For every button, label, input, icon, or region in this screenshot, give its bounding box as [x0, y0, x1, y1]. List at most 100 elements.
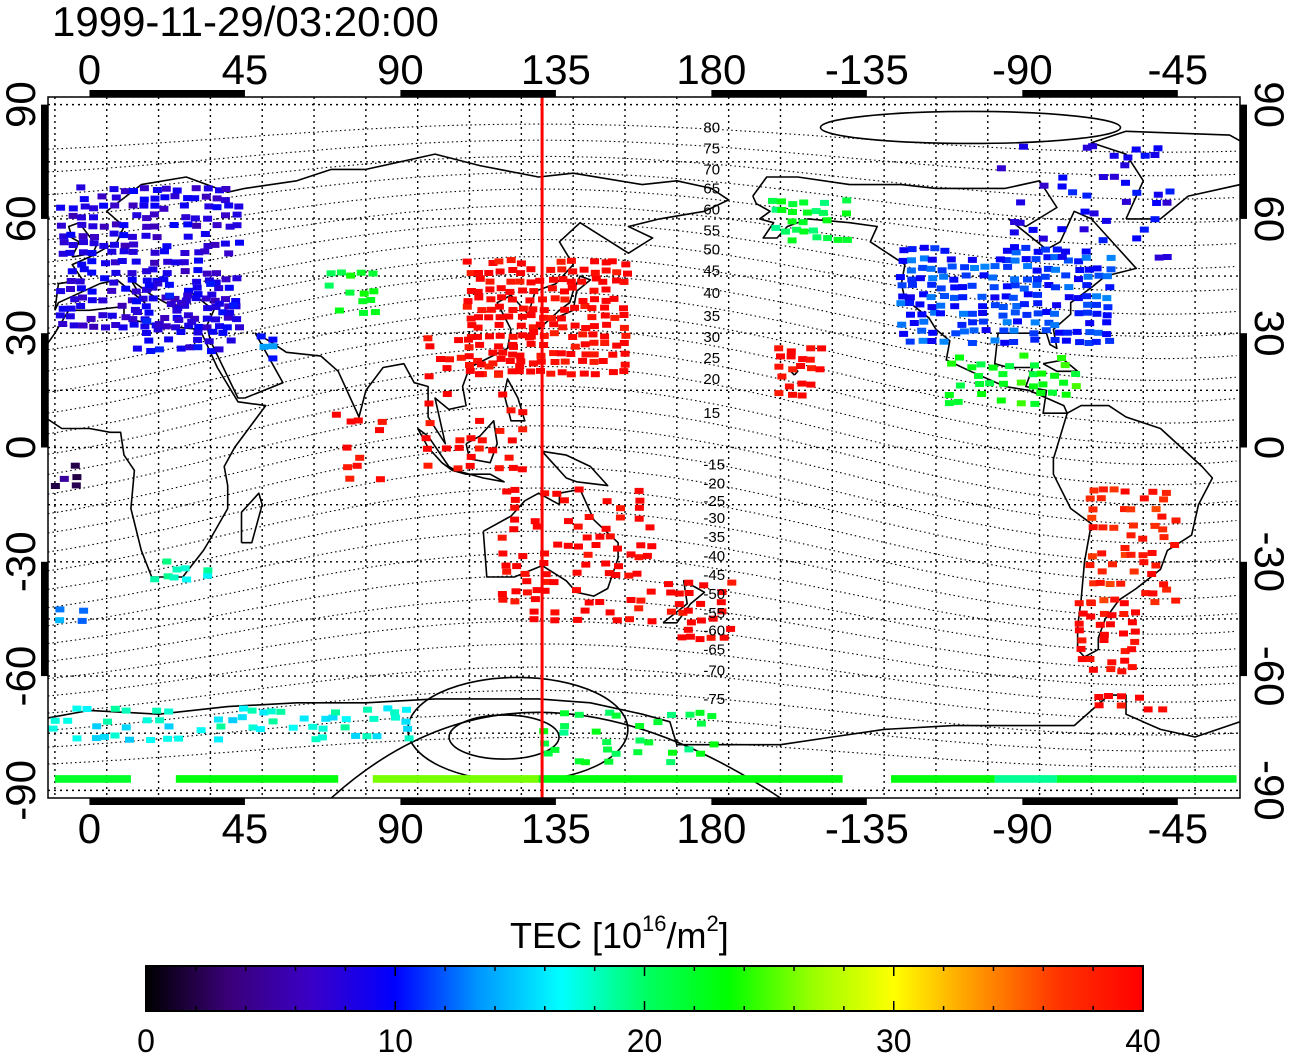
tec-point	[171, 259, 181, 266]
tec-point	[366, 297, 376, 303]
tec-point	[1037, 370, 1047, 377]
tec-point	[777, 198, 786, 205]
contour-line	[48, 346, 1237, 445]
tec-point	[368, 270, 378, 277]
tec-point	[1126, 551, 1136, 558]
tec-point	[391, 714, 400, 721]
tec-point	[1109, 173, 1119, 180]
tec-point	[89, 214, 98, 221]
tec-point	[1109, 524, 1119, 531]
tec-point	[225, 223, 235, 230]
tec-point	[107, 287, 117, 294]
tec-point	[473, 324, 483, 331]
frame-bar-bottom	[711, 798, 867, 805]
tec-point	[1086, 613, 1096, 620]
tec-point	[164, 723, 174, 730]
tec-point	[1061, 391, 1071, 398]
frame-bar-left	[41, 561, 48, 677]
tec-point	[549, 330, 559, 337]
frame-bar-bottom	[89, 798, 245, 805]
tec-point	[1050, 254, 1060, 261]
contour-label: 15	[703, 405, 720, 422]
tec-point	[539, 728, 549, 735]
tec-point	[614, 563, 623, 570]
tec-point	[957, 321, 967, 328]
tec-point	[559, 729, 569, 736]
tec-point	[574, 486, 584, 493]
tec-point	[129, 188, 138, 194]
tec-point	[453, 465, 463, 472]
tec-point	[190, 195, 200, 202]
lat-tick-label-right: -90	[1246, 760, 1292, 821]
tec-point	[1170, 542, 1180, 548]
tec-point	[466, 270, 476, 277]
tec-band	[538, 775, 843, 783]
tec-point	[48, 725, 58, 732]
tec-point	[210, 241, 220, 248]
tec-point	[121, 707, 131, 714]
tec-point	[612, 277, 621, 284]
tec-point	[101, 324, 110, 331]
tec-point	[1019, 285, 1029, 292]
tec-point	[1064, 294, 1074, 301]
tec-point	[153, 326, 163, 333]
tec-point	[1041, 327, 1051, 334]
tec-point	[146, 348, 156, 354]
tec-point	[526, 266, 536, 273]
tec-point	[203, 215, 213, 222]
contour-label: -45	[703, 567, 725, 584]
contour-label: -15	[703, 457, 725, 474]
tec-point	[1120, 162, 1130, 169]
tec-point	[642, 552, 652, 559]
tec-point	[595, 533, 605, 540]
tec-point	[516, 358, 526, 365]
tec-point	[345, 289, 355, 296]
tec-point	[1003, 263, 1013, 270]
tec-point	[608, 351, 618, 358]
lat-tick-label-left: -60	[0, 646, 44, 707]
tec-point	[187, 318, 197, 325]
tec-point	[1102, 273, 1112, 280]
tec-point	[1127, 664, 1137, 671]
tec-point	[944, 400, 954, 407]
lon-tick-label-top: 180	[676, 46, 746, 93]
tec-point	[528, 360, 538, 367]
tec-point	[99, 223, 109, 230]
tec-point	[510, 516, 520, 523]
tec-point	[211, 316, 220, 323]
tec-point	[570, 322, 580, 329]
tec-point	[786, 353, 796, 360]
tec-point	[529, 608, 539, 615]
tec-point	[1099, 637, 1109, 643]
tec-point	[68, 242, 78, 248]
tec-point	[425, 420, 435, 427]
tec-point	[119, 222, 129, 229]
tec-point	[600, 312, 610, 319]
tec-point	[684, 579, 694, 586]
tec-point	[424, 373, 434, 380]
tec-point	[153, 280, 163, 287]
tec-point	[1153, 191, 1163, 198]
tec-point	[626, 551, 636, 558]
tec-point	[559, 497, 569, 504]
tec-point	[635, 497, 645, 504]
tec-point	[927, 338, 937, 344]
tec-point	[645, 524, 655, 531]
tec-point	[621, 332, 631, 339]
tec-point	[192, 278, 202, 285]
tec-point	[717, 589, 727, 596]
tec-point	[1150, 522, 1160, 529]
tec-point	[605, 609, 615, 616]
tec-point	[666, 589, 676, 596]
tec-point	[602, 739, 612, 746]
tec-point	[160, 194, 170, 201]
tec-point	[989, 284, 999, 291]
tec-point	[1098, 486, 1108, 493]
tec-band	[54, 775, 131, 783]
tec-point	[589, 351, 599, 358]
tec-point	[532, 523, 542, 530]
contour-label: 65	[703, 180, 720, 197]
tec-point	[232, 275, 242, 282]
tec-point	[72, 735, 82, 742]
frame-scale-bars	[41, 90, 1247, 805]
